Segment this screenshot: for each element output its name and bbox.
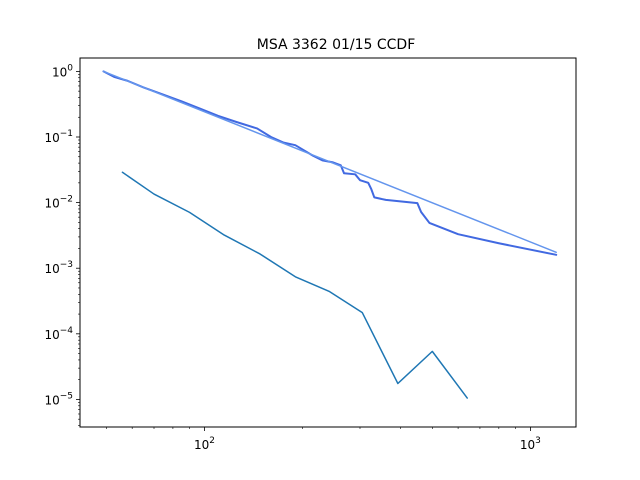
- y-tick-label: 10−1: [44, 129, 73, 145]
- y-tick-label: 10−4: [44, 326, 73, 342]
- y-tick-label: 10−2: [44, 195, 73, 211]
- chart-title: MSA 3362 01/15 CCDF: [257, 37, 416, 53]
- plot-area: [102, 70, 558, 399]
- series-line-2: [102, 70, 558, 256]
- y-tick-label: 10−3: [44, 260, 73, 276]
- y-tick-label: 10−5: [44, 391, 73, 407]
- y-tick-label: 100: [52, 63, 73, 79]
- axes-frame: [79, 57, 577, 428]
- series-line-3: [102, 70, 557, 254]
- series-line-1: [121, 171, 468, 399]
